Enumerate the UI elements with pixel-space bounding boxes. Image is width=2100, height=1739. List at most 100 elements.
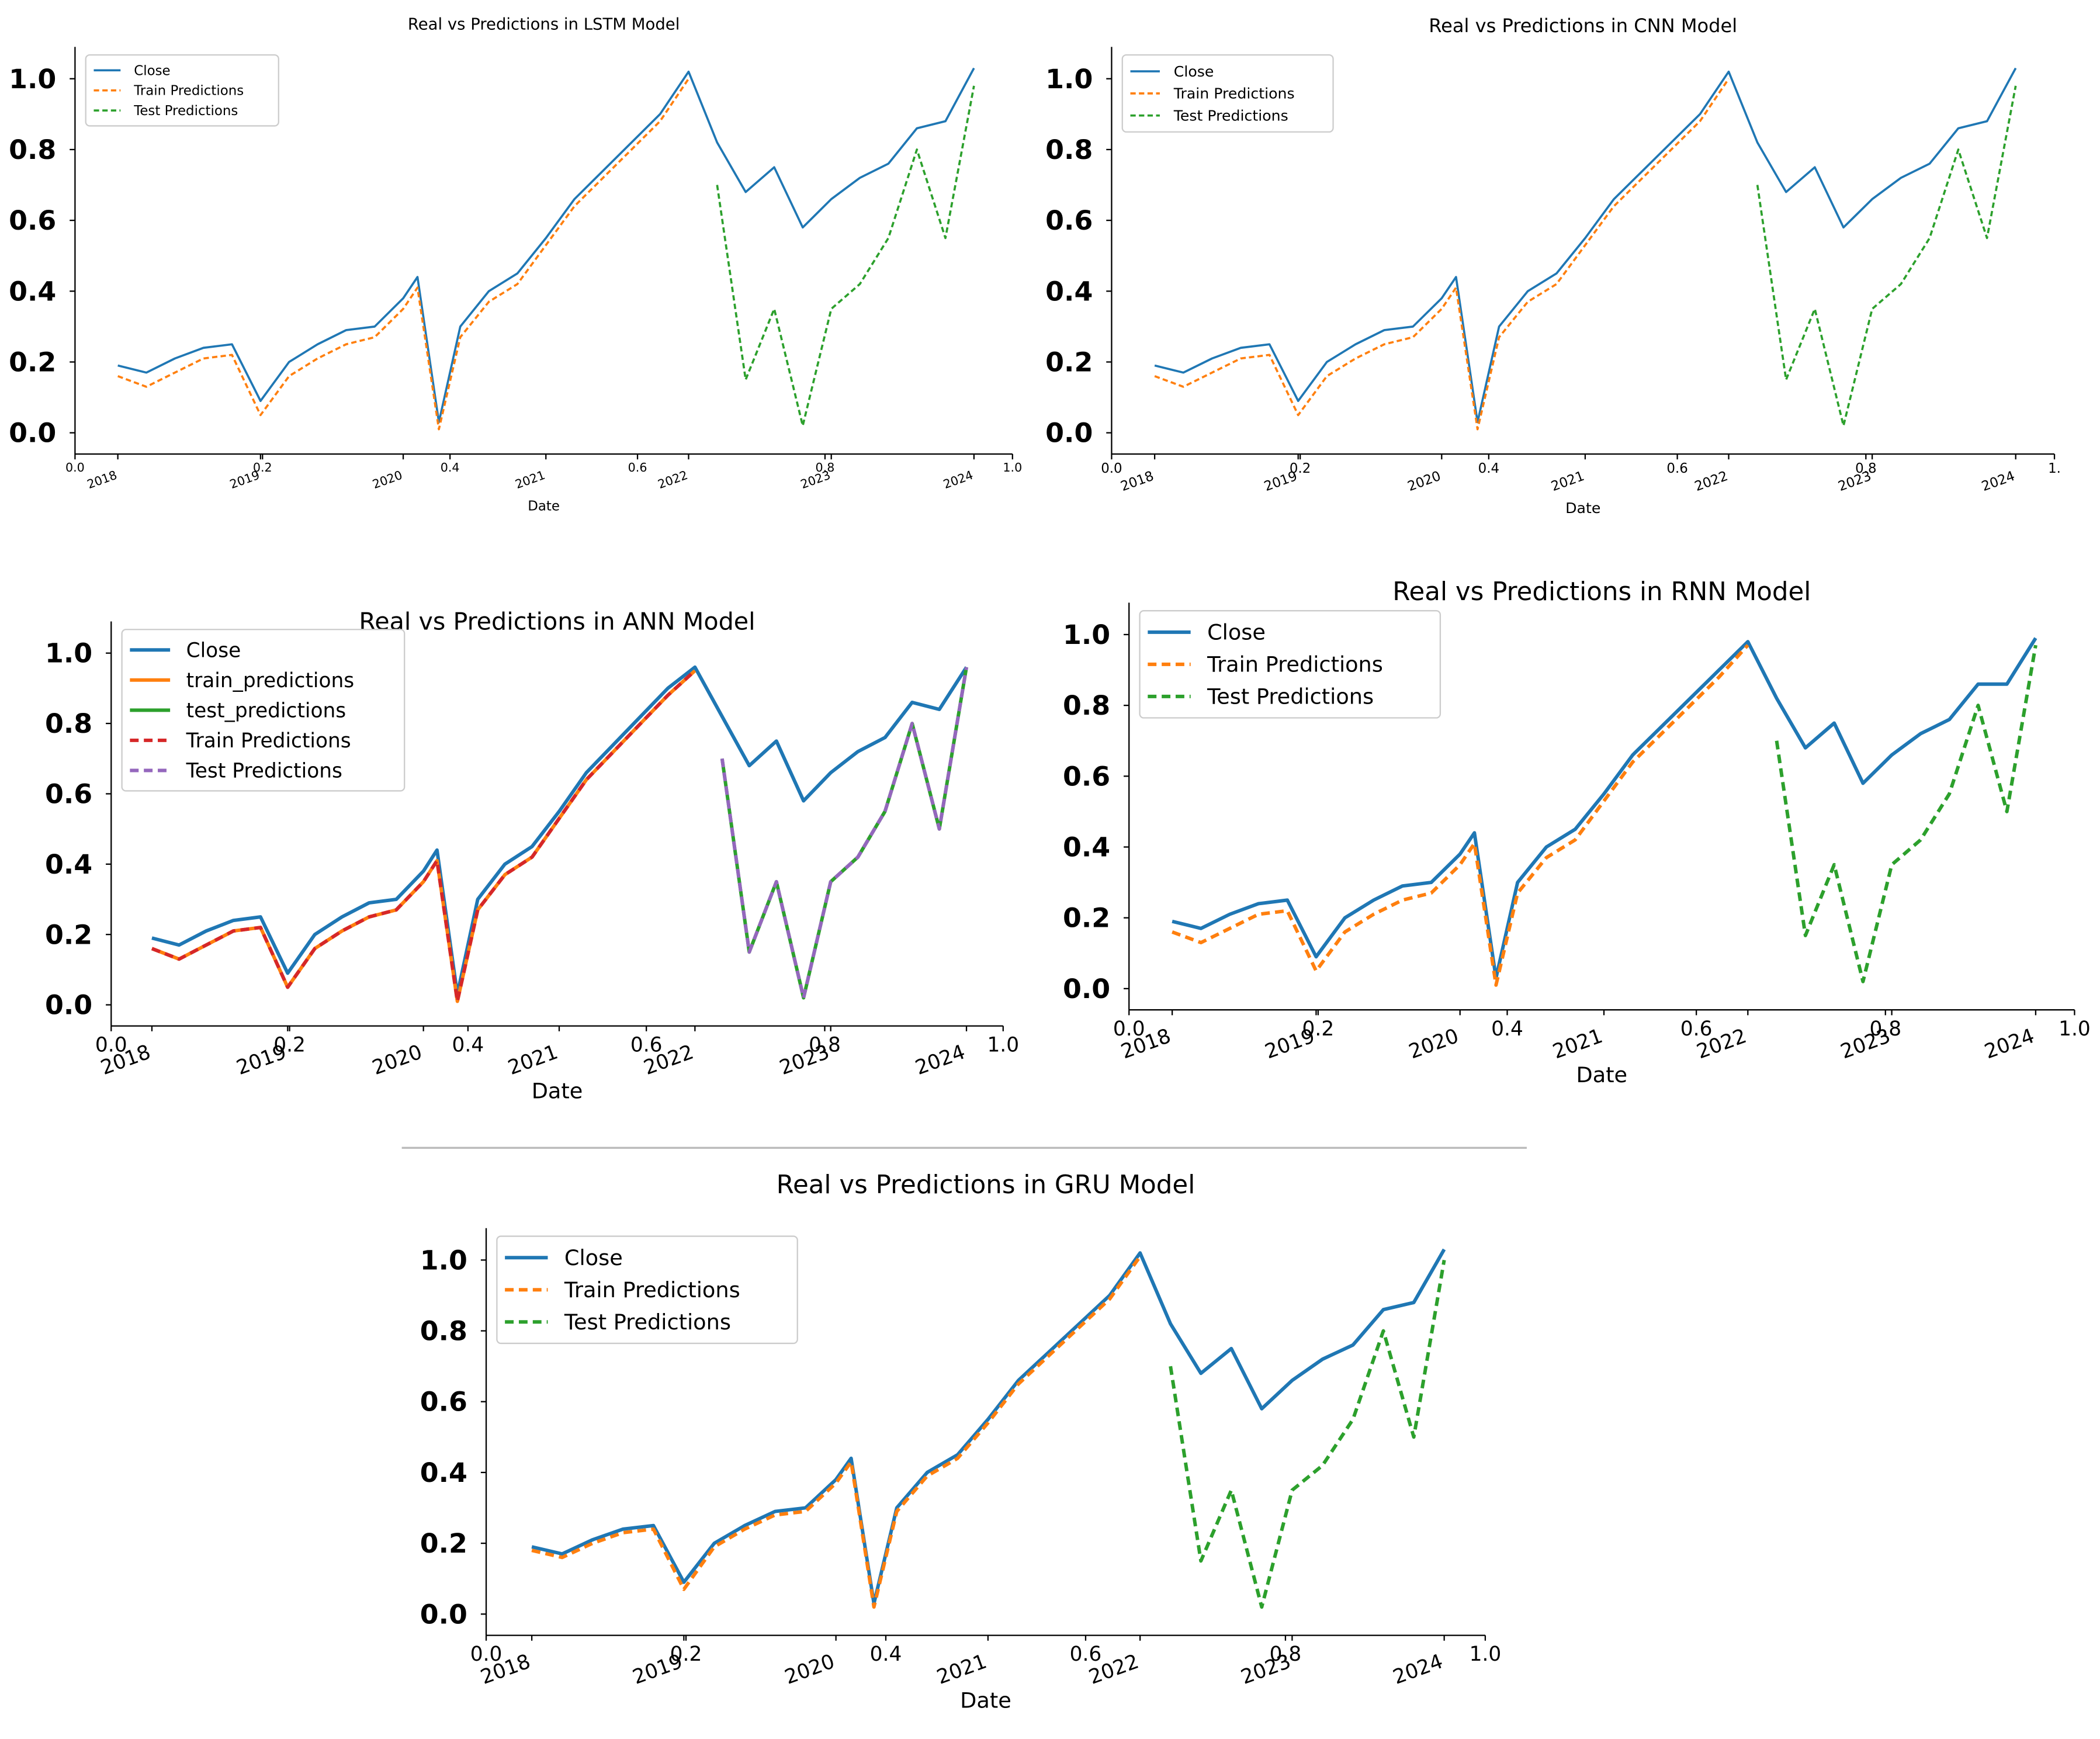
legend-label: Test Predictions [1173, 108, 1288, 124]
y-tick-label: 0.4 [420, 1457, 467, 1488]
x-axis-label: Date [960, 1688, 1011, 1713]
legend-label: Close [1207, 620, 1266, 645]
y-tick-label: 0.2 [45, 919, 92, 950]
chart: Real vs Predictions in GRU Model 0.0 0.2 0.… [420, 1170, 1501, 1713]
x2-tick-label: 0.0 [470, 1643, 503, 1666]
x2-tick-label: 0.4 [441, 460, 460, 474]
legend-label: test_predictions [186, 699, 346, 722]
y-tick-label: 0.6 [420, 1386, 467, 1418]
y-tick-label: 1.0 [9, 63, 56, 95]
x2-tick-label: 0.2 [670, 1643, 702, 1666]
legend-label: Test Predictions [564, 1310, 731, 1335]
x2-tick-label: 0.6 [1666, 461, 1687, 476]
series-line [720, 667, 968, 1000]
x2-tick-label: 0.4 [452, 1033, 484, 1056]
legend-label: Close [186, 639, 241, 662]
y-tick-label: 0.6 [1063, 760, 1110, 792]
x2-tick-label: 1.0 [1003, 460, 1022, 474]
series-line [1154, 67, 2017, 424]
x-axis-label: Date [532, 1078, 583, 1103]
series-line [1169, 1259, 1446, 1609]
y-tick-label: 0.2 [1045, 347, 1093, 378]
x2-tick-label: 0.8 [809, 1033, 841, 1056]
y-tick-label: 0.2 [9, 347, 56, 378]
chart-title: Real vs Predictions in RNN Model [1392, 577, 1811, 607]
y-tick-label: 0.8 [1045, 134, 1093, 165]
legend-label: Train Predictions [1207, 652, 1383, 677]
y-tick-label: 1.0 [1063, 619, 1110, 650]
series-line [117, 67, 975, 424]
series-line [1756, 85, 2017, 427]
x2-tick-label: 0.0 [95, 1033, 127, 1056]
x2-tick-label: 0.0 [1113, 1017, 1145, 1041]
legend-label: train_predictions [186, 669, 355, 692]
x-axis-label: Date [528, 498, 560, 514]
y-tick-label: 0.0 [1063, 973, 1110, 1004]
y-tick-label: 0.0 [9, 417, 56, 449]
y-tick-label: 0.6 [9, 205, 56, 236]
x2-tick-label: 0.8 [1855, 461, 1876, 476]
chart-title: Real vs Predictions in ANN Model [359, 607, 755, 635]
legend-box [1139, 610, 1441, 719]
x2-tick-label: 0.4 [1478, 461, 1499, 476]
x2-tick-label: 1.0 [987, 1033, 1019, 1056]
x2-tick-label: 0.2 [1302, 1017, 1335, 1041]
series-line [151, 665, 968, 996]
x2-tick-label: 0.0 [65, 460, 85, 474]
legend-label: Test Predictions [1207, 684, 1374, 709]
legend-label: Test Predictions [133, 103, 238, 119]
chart: Real vs Predictions in LSTM Model 0.0 0.2 0… [9, 15, 1022, 514]
legend-box [1121, 54, 1334, 133]
y-tick-label: 0.4 [9, 275, 56, 307]
legend-box [121, 629, 406, 792]
y-tick-label: 0.4 [45, 848, 92, 880]
chart-title: Real vs Predictions in LSTM Model [408, 15, 680, 33]
x2-tick-label: 0.0 [1101, 461, 1122, 476]
chart: Real vs Predictions in RNN Model 0.0 0.2 0.… [1063, 577, 2091, 1087]
series-line [531, 1255, 1142, 1609]
legend-label: Test Predictions [186, 760, 342, 783]
x-axis-label: Date [1565, 500, 1600, 517]
legend-box [496, 1235, 798, 1345]
legend-label: Train Predictions [564, 1277, 740, 1302]
chart-title: Real vs Predictions in CNN Model [1429, 15, 1737, 37]
chart-title: Real vs Predictions in GRU Model [777, 1170, 1195, 1200]
x2-tick-label: 0.4 [870, 1643, 902, 1666]
x2-tick-label: 0.6 [630, 1033, 663, 1056]
series-line [1775, 645, 2037, 983]
y-tick-label: 0.6 [45, 778, 92, 809]
y-tick-label: 0.8 [420, 1315, 467, 1347]
legend-label: Close [1174, 63, 1214, 80]
y-tick-label: 0.0 [1045, 417, 1093, 449]
legend-box [85, 54, 279, 127]
legend-label: Close [564, 1245, 623, 1270]
x2-tick-label: 0.2 [1290, 461, 1311, 476]
series-line [151, 669, 696, 1003]
y-tick-label: 0.2 [1063, 902, 1110, 934]
y-tick-label: 0.4 [1063, 832, 1110, 863]
x2-tick-label: 0.8 [1869, 1017, 1901, 1041]
series-line [117, 78, 689, 431]
legend-label: Train Predictions [1173, 85, 1295, 102]
y-tick-label: 0.8 [45, 708, 92, 739]
y-tick-label: 1.0 [1045, 63, 1093, 95]
y-tick-label: 1.0 [420, 1244, 467, 1276]
series-line [1172, 637, 2037, 980]
x2-tick-label: 1.0 [1470, 1643, 1502, 1666]
x2-tick-label: 0.4 [1491, 1017, 1523, 1041]
legend-label: Train Predictions [133, 84, 244, 99]
x2-tick-label: 1.0 [2059, 1017, 2091, 1041]
y-tick-label: 0.0 [420, 1598, 467, 1630]
series-line [1154, 78, 1730, 431]
x2-tick-label: 0.2 [253, 460, 272, 474]
series-line [716, 85, 975, 427]
y-tick-label: 0.8 [9, 134, 56, 165]
x-axis-label: Date [1576, 1062, 1628, 1087]
x2-tick-label: 0.2 [273, 1033, 306, 1056]
chart: Real vs Predictions in ANN Model 0.0 0.2 0.… [45, 607, 1019, 1103]
y-tick-label: 0.2 [420, 1527, 467, 1559]
x2-tick-label: 0.6 [1680, 1017, 1713, 1041]
